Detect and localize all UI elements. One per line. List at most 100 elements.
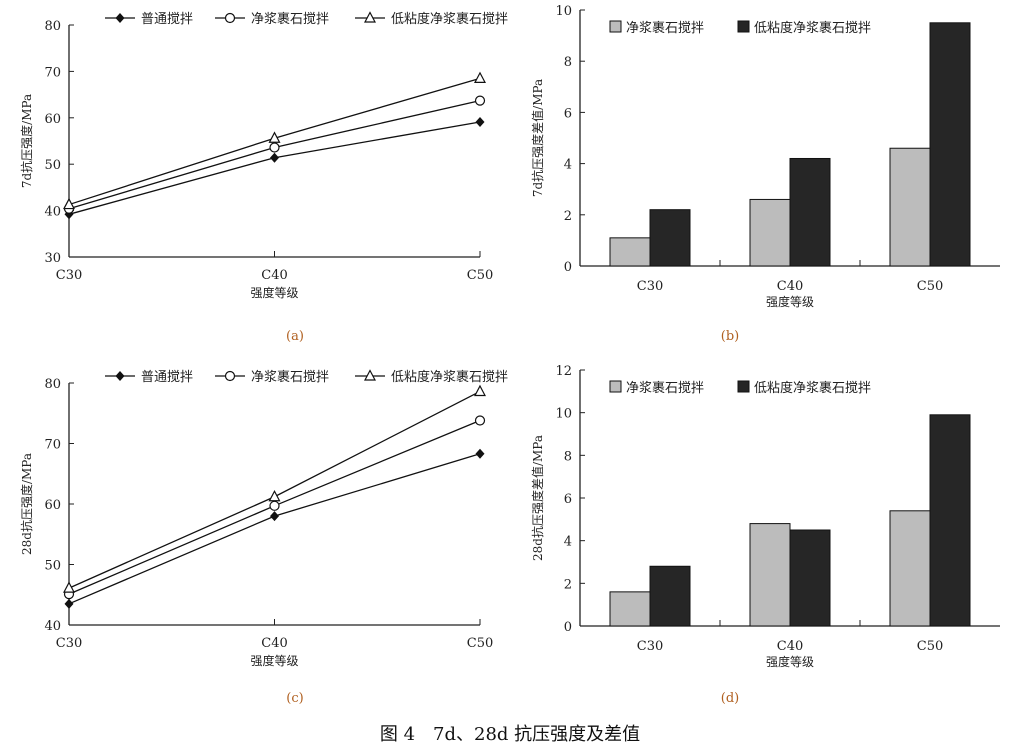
legend-item: 净浆裹石搅拌 xyxy=(215,369,329,385)
legend-swatch xyxy=(609,20,622,33)
data-point xyxy=(270,511,279,522)
legend-item: 低粘度净浆裹石搅拌 xyxy=(737,20,871,36)
data-point xyxy=(269,142,280,153)
bar xyxy=(609,237,651,267)
data-point xyxy=(268,131,281,143)
data-point xyxy=(474,71,486,83)
legend-item: 普通搅拌 xyxy=(105,11,193,27)
y-tick-label: 70 xyxy=(44,438,61,453)
x-axis-label: 强度等级 xyxy=(766,294,814,309)
legend-item: 净浆裹石搅拌 xyxy=(215,11,329,27)
y-tick-label: 80 xyxy=(44,377,61,392)
bar xyxy=(889,510,931,627)
series-0 xyxy=(64,448,485,609)
panel-label: (a) xyxy=(286,329,304,344)
bar xyxy=(749,523,791,627)
y-tick-label: 0 xyxy=(564,260,572,275)
legend-marker xyxy=(224,12,236,24)
series-line xyxy=(68,453,481,605)
data-point xyxy=(270,152,279,163)
y-tick-label: 30 xyxy=(44,251,61,266)
data-point xyxy=(474,415,486,426)
y-tick-label: 8 xyxy=(564,449,572,464)
data-point xyxy=(475,116,485,127)
legend-swatch xyxy=(737,380,750,393)
legend-marker xyxy=(364,11,376,23)
legend-item: 净浆裹石搅拌 xyxy=(609,20,704,36)
legend-label: 普通搅拌 xyxy=(141,11,193,27)
data-point xyxy=(64,598,74,609)
y-tick-label: 80 xyxy=(44,19,61,34)
x-tick-label: C30 xyxy=(637,639,664,654)
legend-marker xyxy=(115,13,125,23)
y-tick-label: 40 xyxy=(44,205,61,220)
legend-label: 低粘度净浆裹石搅拌 xyxy=(391,369,508,385)
bar xyxy=(749,198,791,267)
bar xyxy=(929,414,971,627)
y-tick-label: 50 xyxy=(44,158,61,173)
y-tick-label: 4 xyxy=(564,535,572,550)
y-axis-label: 7d抗压强度差值/MPa xyxy=(530,79,545,197)
x-tick-label: C50 xyxy=(917,279,944,294)
chart-panel-d: 0 2 4 6 8 10 12 28d抗压强度差值/MPa 强度等级 (d) C30 C40 C50 净浆… xyxy=(530,364,1000,706)
legend-marker xyxy=(364,369,376,381)
legend-item: 低粘度净浆裹石搅拌 xyxy=(355,11,508,27)
data-point xyxy=(63,581,75,593)
y-tick-label: 6 xyxy=(564,106,572,121)
bar xyxy=(789,529,831,627)
x-tick-label: C50 xyxy=(467,268,494,283)
y-tick-label: 0 xyxy=(564,620,572,635)
data-point xyxy=(63,197,75,210)
legend-item: 低粘度净浆裹石搅拌 xyxy=(737,380,871,396)
x-tick-label: C50 xyxy=(917,639,944,654)
series-2 xyxy=(63,384,486,593)
x-tick-label: C40 xyxy=(777,639,804,654)
y-tick-label: 10 xyxy=(555,407,572,422)
x-tick-label: C40 xyxy=(261,268,288,283)
y-tick-label: 60 xyxy=(44,498,61,513)
x-tick-label: C30 xyxy=(637,279,664,294)
y-tick-label: 10 xyxy=(555,4,572,19)
y-tick-label: 4 xyxy=(564,158,572,173)
y-tick-label: 12 xyxy=(555,364,572,379)
x-tick-label: C30 xyxy=(56,268,83,283)
legend-label: 低粘度净浆裹石搅拌 xyxy=(754,20,871,36)
series-line xyxy=(68,390,481,589)
legend-label: 净浆裹石搅拌 xyxy=(251,369,329,385)
y-tick-label: 6 xyxy=(564,492,572,507)
panel-label: (b) xyxy=(721,329,739,344)
data-point xyxy=(475,448,485,459)
bar xyxy=(649,565,691,627)
legend-label: 普通搅拌 xyxy=(141,369,193,385)
data-point xyxy=(269,500,280,511)
bar xyxy=(609,591,651,627)
legend-label: 净浆裹石搅拌 xyxy=(626,20,704,36)
y-tick-label: 2 xyxy=(564,209,572,224)
bar xyxy=(929,22,971,267)
x-tick-label: C30 xyxy=(56,636,83,651)
bar xyxy=(789,157,831,267)
bar xyxy=(649,209,691,267)
y-tick-label: 2 xyxy=(564,577,572,592)
legend-marker xyxy=(224,370,236,382)
legend-label: 低粘度净浆裹石搅拌 xyxy=(391,11,508,27)
y-tick-label: 40 xyxy=(44,619,61,634)
chart-panel-b: 0 2 4 6 8 10 7d抗压强度差值/MPa 强度等级 (b) C30 C40 C50 净浆裹石搅… xyxy=(530,4,1000,344)
data-point xyxy=(474,95,486,106)
legend-swatch xyxy=(609,380,622,393)
legend-label: 净浆裹石搅拌 xyxy=(251,11,329,27)
y-tick-label: 60 xyxy=(44,112,61,127)
y-tick-label: 50 xyxy=(44,559,61,574)
y-tick-label: 70 xyxy=(44,65,61,80)
legend-swatch xyxy=(737,20,750,33)
figure-caption: 图 4 7d、28d 抗压强度及差值 xyxy=(380,724,640,745)
chart-panel-c: 40 50 60 70 80 28d抗压强度/MPa 强度等级 (c) C30 C40 C50 普通搅… xyxy=(19,369,508,706)
y-axis-label: 28d抗压强度/MPa xyxy=(19,453,34,555)
bar xyxy=(889,147,931,267)
series-2 xyxy=(63,71,486,210)
y-axis-label: 28d抗压强度差值/MPa xyxy=(530,435,545,561)
x-axis-label: 强度等级 xyxy=(250,653,298,668)
y-tick-label: 8 xyxy=(564,55,572,70)
legend-item: 净浆裹石搅拌 xyxy=(609,380,704,396)
